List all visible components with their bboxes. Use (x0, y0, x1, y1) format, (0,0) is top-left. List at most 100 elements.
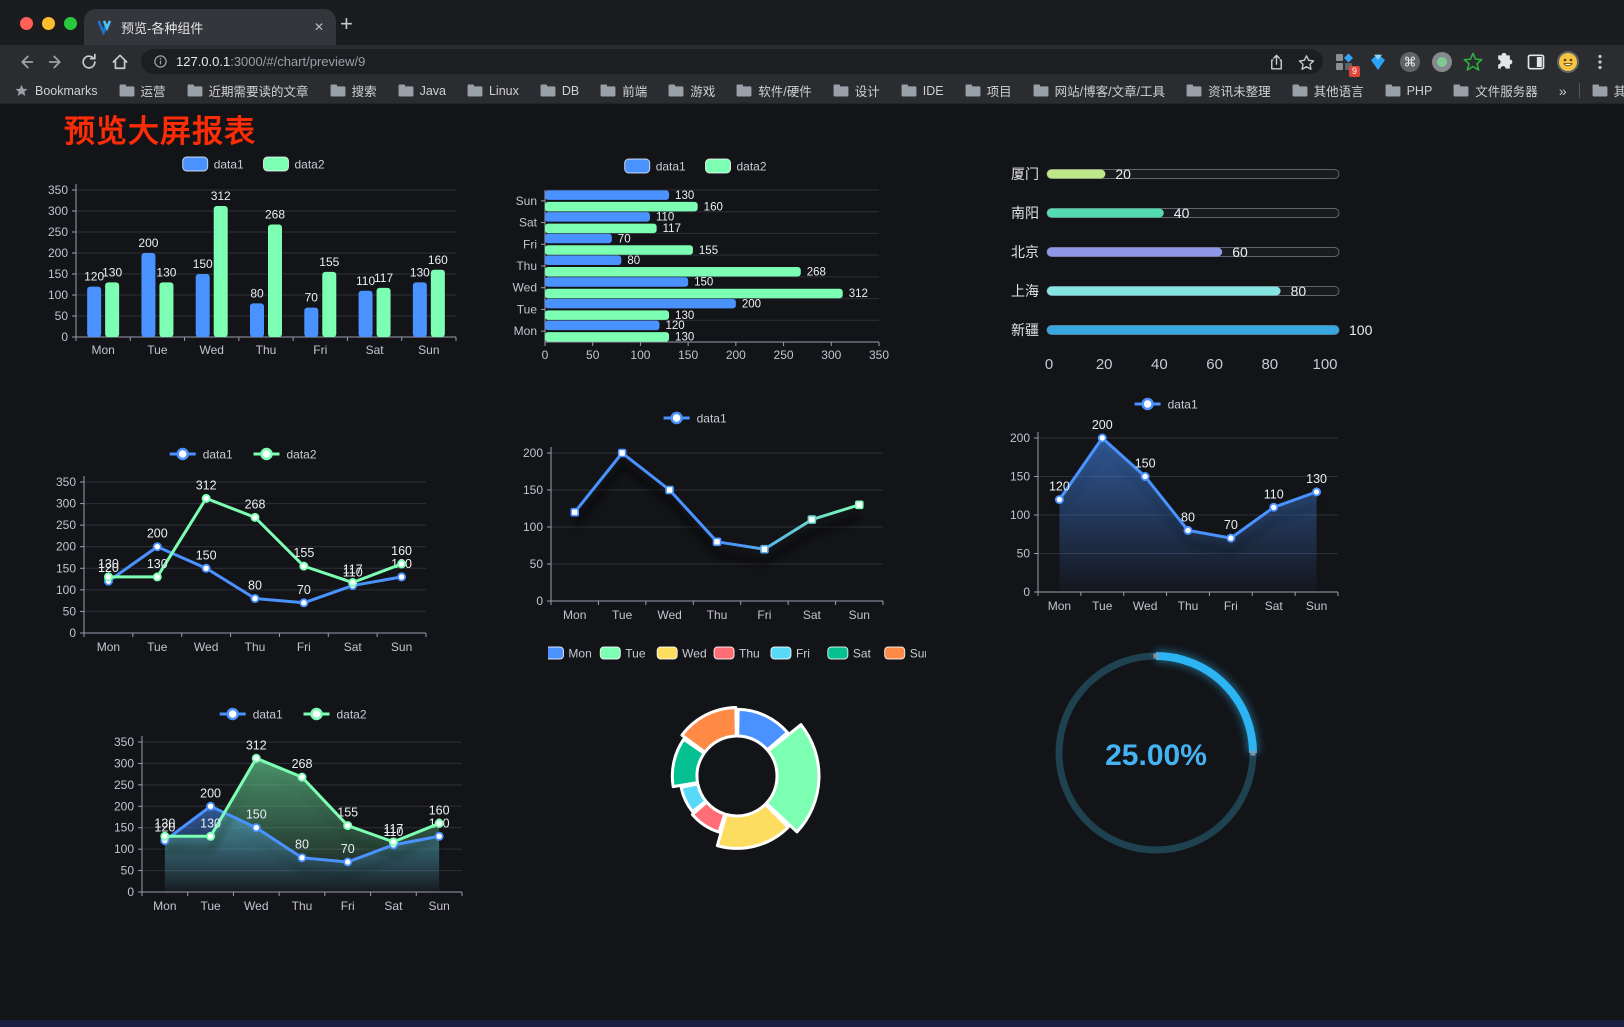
gradient-line-chart[interactable]: 0 50 100 150 200 Mon Tue Wed Thu Fri Sat Sun data1 (505, 405, 891, 626)
other-bookmarks-folder[interactable]: 其他书签 (1592, 81, 1624, 100)
horizontal-bar-chart[interactable]: 0 50 100 150 200 250 300 350 Mon 120 130 Tue 200 130 W… (505, 152, 891, 369)
svg-text:110: 110 (356, 274, 375, 288)
svg-text:厦门: 厦门 (1011, 166, 1039, 182)
profile-avatar[interactable] (1556, 50, 1580, 74)
close-window-button[interactable] (20, 17, 33, 30)
bookmark-folder[interactable]: 软件/硬件 (736, 81, 812, 100)
bookmark-star-button[interactable] (1293, 49, 1319, 75)
bookmark-folder[interactable]: 搜索 (330, 81, 377, 100)
svg-text:Tue: Tue (625, 647, 646, 661)
svg-text:150: 150 (48, 267, 68, 281)
svg-text:Sat: Sat (519, 216, 538, 230)
svg-text:200: 200 (1010, 431, 1030, 445)
svg-text:200: 200 (138, 236, 158, 250)
bookmark-folder[interactable]: PHP (1385, 84, 1432, 98)
bookmark-folder[interactable]: 其他语言 (1292, 81, 1364, 100)
bookmark-folder[interactable]: DB (540, 84, 579, 98)
svg-text:130: 130 (154, 816, 175, 830)
grid-extension-icon[interactable]: 9 (1332, 50, 1360, 77)
svg-text:110: 110 (343, 566, 363, 580)
browser-tab[interactable]: 预览-各种组件 ✕ (84, 9, 336, 45)
svg-text:150: 150 (246, 808, 267, 822)
progress-bar-chart[interactable]: 厦门 20 南阳 40 北京 60 上海 80 新疆 100 0 20 40 60 80 100 (995, 158, 1375, 385)
svg-text:Sun: Sun (1306, 599, 1327, 610)
command-extension-icon[interactable]: ⌘ (1398, 50, 1422, 74)
page-title: 预览大屏报表 (64, 114, 256, 149)
folder-icon (1453, 84, 1469, 97)
bookmark-folder[interactable]: 运营 (119, 81, 166, 100)
zoom-window-button[interactable] (64, 17, 77, 30)
record-extension-icon[interactable] (1430, 50, 1454, 74)
bookmark-folder[interactable]: 网站/博客/文章/工具 (1033, 81, 1165, 100)
gem-extension-icon[interactable] (1366, 50, 1390, 74)
browser-menu-icon[interactable] (1588, 50, 1612, 74)
svg-text:300: 300 (821, 348, 841, 362)
svg-text:Mon: Mon (514, 324, 537, 338)
share-button[interactable] (1263, 49, 1289, 75)
site-info-icon[interactable] (153, 54, 168, 69)
svg-text:0: 0 (127, 885, 134, 899)
folder-icon (965, 84, 981, 97)
svg-text:120: 120 (98, 561, 119, 575)
svg-text:Sun: Sun (418, 343, 439, 357)
bookmark-folder[interactable]: 近期需要读的文章 (187, 81, 309, 100)
tab-title: 预览-各种组件 (121, 20, 204, 36)
extensions-puzzle-icon[interactable] (1492, 50, 1516, 74)
tab-close-icon[interactable]: ✕ (313, 20, 324, 34)
url-path: :3000/#/chart/preview/9 (230, 54, 366, 69)
two-series-line-chart[interactable]: 0 50 100 150 200 250 300 350 Mon Tue Wed Thu Fri Sat S… (50, 440, 442, 663)
svg-text:data1: data1 (1168, 398, 1198, 412)
svg-text:250: 250 (774, 348, 794, 362)
folder-icon (467, 84, 483, 97)
reload-button[interactable] (76, 49, 102, 75)
bookmarks-overflow-chevron[interactable]: » (1558, 82, 1567, 99)
svg-text:150: 150 (193, 257, 213, 271)
svg-text:200: 200 (114, 799, 134, 813)
forward-button[interactable] (44, 49, 70, 75)
bookmark-folder[interactable]: 游戏 (668, 81, 715, 100)
svg-text:100: 100 (1010, 508, 1030, 522)
area-two-series-svg: 0 50 100 150 200 250 300 350 Mon Tue Wed Thu Fri Sat S… (114, 708, 463, 913)
bookmark-folder[interactable]: Java (398, 84, 446, 98)
bookmark-folder[interactable]: 前端 (600, 81, 647, 100)
svg-text:Thu: Thu (245, 640, 266, 654)
two-series-area-chart[interactable]: 0 50 100 150 200 250 300 350 Mon Tue Wed Thu Fri Sat S… (112, 700, 480, 921)
svg-text:120: 120 (84, 270, 104, 284)
back-button[interactable] (12, 49, 38, 75)
address-bar[interactable]: 127.0.0.1:3000/#/chart/preview/9 (141, 49, 1323, 74)
bookmark-folder[interactable]: 资讯未整理 (1186, 81, 1271, 100)
svg-text:117: 117 (383, 822, 403, 836)
svg-text:Mon: Mon (1048, 599, 1071, 610)
toolbar: 127.0.0.1:3000/#/chart/preview/9 9 ⌘ (0, 45, 1624, 78)
new-tab-button[interactable]: + (340, 11, 353, 36)
bookmark-folder[interactable]: IDE (901, 84, 944, 98)
bookmark-folder[interactable]: 设计 (833, 81, 880, 100)
svg-text:⌘: ⌘ (1404, 55, 1417, 70)
gauge-chart[interactable]: 25.00% (1038, 636, 1278, 881)
bookmark-folder[interactable]: 文件服务器 (1453, 81, 1538, 100)
side-panel-icon[interactable] (1524, 50, 1548, 74)
bookmark-folder[interactable]: 项目 (965, 81, 1012, 100)
svg-text:250: 250 (114, 778, 134, 792)
star-extension-icon[interactable] (1461, 50, 1485, 74)
svg-text:150: 150 (694, 277, 713, 289)
bookmark-folder[interactable]: Linux (467, 84, 519, 98)
svg-text:0: 0 (69, 626, 76, 640)
bookmarks-manager[interactable]: Bookmarks (14, 83, 98, 98)
svg-text:250: 250 (56, 518, 76, 532)
svg-text:200: 200 (726, 348, 746, 362)
gauge-svg: 25.00% (1055, 650, 1259, 854)
svg-text:Thu: Thu (1178, 599, 1199, 610)
folder-icon (187, 84, 202, 97)
minimize-window-button[interactable] (42, 17, 55, 30)
single-area-chart[interactable]: 0 50 100 150 200 Mon Tue Wed Thu Fri Sat Sun 120 200 1… (988, 392, 1350, 615)
rose-donut-chart[interactable]: Mon Tue Wed Thu Fri Sat Sun (542, 636, 931, 893)
svg-text:data2: data2 (287, 448, 317, 462)
grouped-bar-chart[interactable]: 0 50 100 150 200 250 300 350 Mon Tue Wed Thu Fri Sat S… (40, 150, 472, 369)
svg-text:Sun: Sun (910, 647, 926, 661)
svg-text:Fri: Fri (796, 647, 810, 661)
svg-text:Wed: Wed (194, 640, 218, 654)
svg-text:130: 130 (200, 816, 221, 830)
svg-text:Tue: Tue (200, 899, 221, 913)
home-button[interactable] (107, 49, 133, 75)
